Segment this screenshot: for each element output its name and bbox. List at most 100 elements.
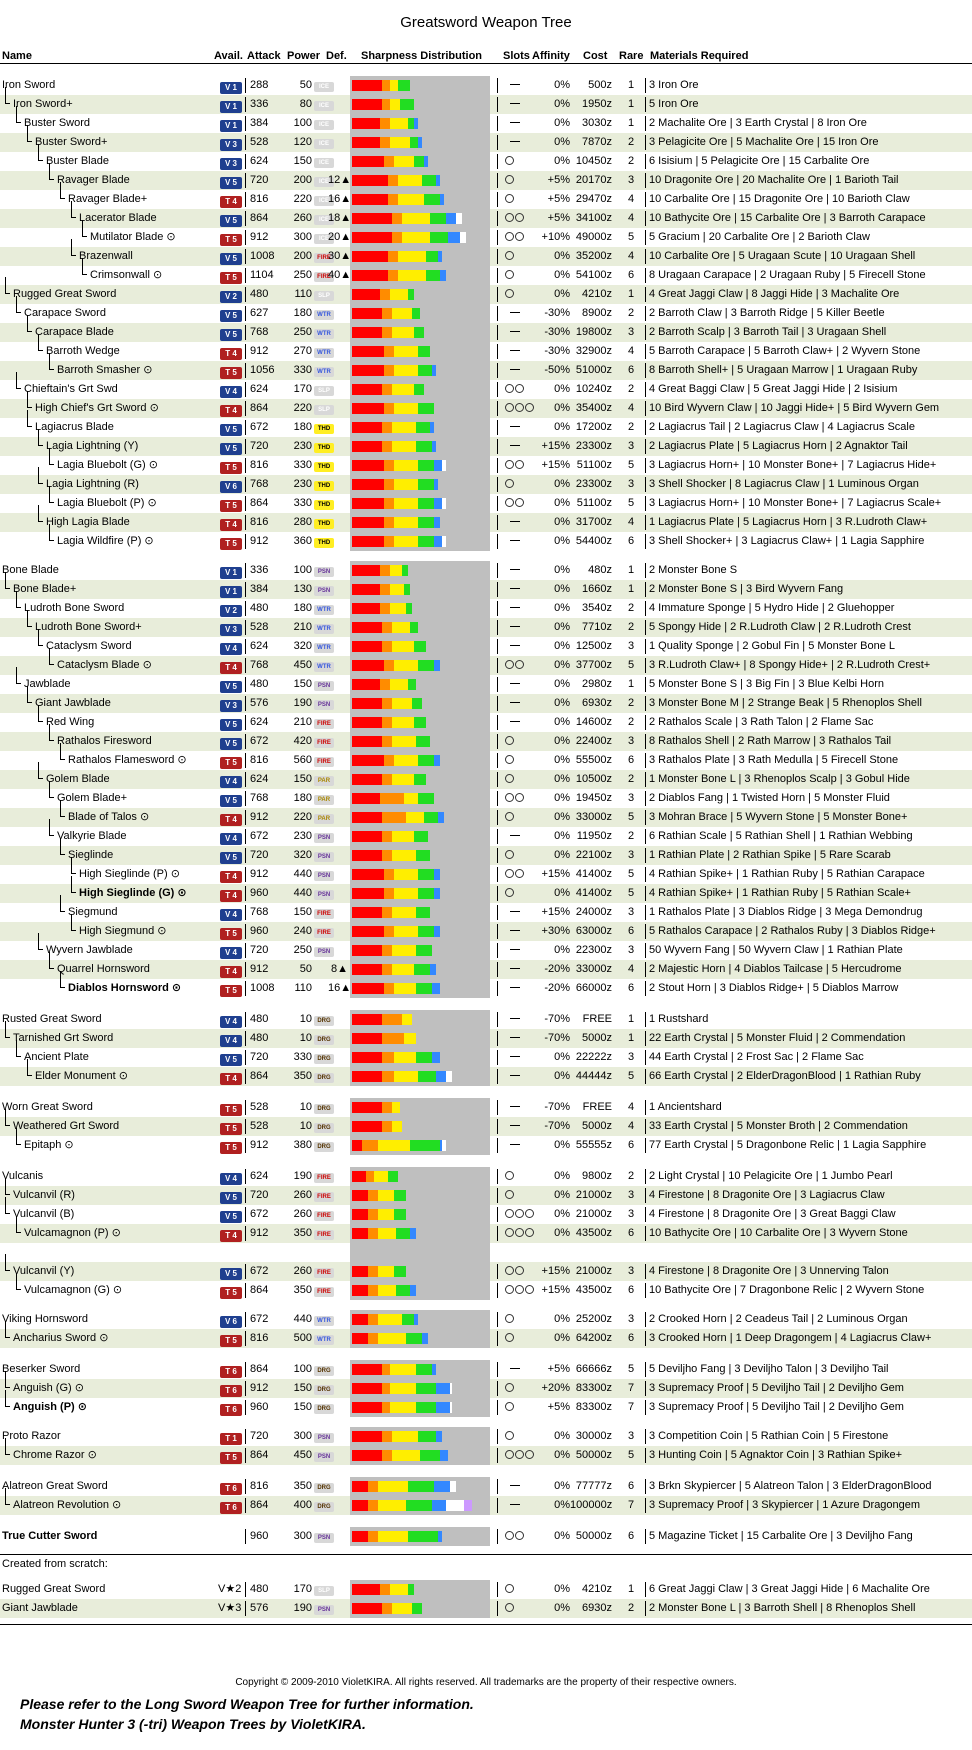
- slot-icon: [505, 232, 514, 241]
- column-divider: [497, 981, 498, 996]
- element-label: FIRE: [314, 1268, 334, 1278]
- availability-box: V 4: [220, 1035, 242, 1047]
- element-label: FIRE: [314, 757, 334, 767]
- availability-box: V 4: [220, 1173, 242, 1185]
- cost-value: 33000z: [575, 963, 612, 975]
- defense-value: [328, 713, 348, 732]
- column-divider: [245, 1138, 246, 1153]
- attack-value: 768: [250, 792, 269, 804]
- column-divider: [497, 810, 498, 825]
- cost-value: 22300z: [575, 944, 612, 956]
- materials-required: 3 Mohran Brace | 5 Wyvern Stone | 5 Mons…: [649, 811, 908, 823]
- rarity-value: 6: [628, 754, 635, 766]
- defense-value: [328, 1496, 348, 1515]
- attack-value: 864: [250, 1499, 269, 1511]
- column-divider: [497, 1031, 498, 1046]
- availability-box: V 3: [220, 158, 242, 170]
- column-divider: [245, 1362, 246, 1377]
- rarity-value: 5: [628, 659, 635, 671]
- column-divider: [245, 677, 246, 692]
- power-value: 270: [293, 345, 312, 357]
- sharpness-red: [352, 308, 382, 319]
- element-icon: DRG: [314, 1067, 334, 1086]
- sharpness-bar: [352, 1603, 488, 1614]
- materials-required: 3 Iron Ore: [649, 79, 699, 91]
- attack-value: 912: [250, 868, 269, 880]
- no-slot-dash: [510, 1143, 520, 1145]
- slot-icon: [515, 793, 524, 802]
- power-value: 150: [293, 773, 312, 785]
- cost-value: 35400z: [575, 402, 612, 414]
- availability-box: V 2: [220, 605, 242, 617]
- power-value: 360: [293, 535, 312, 547]
- rarity-value: 5: [628, 1363, 635, 1375]
- defense-value: [328, 808, 348, 827]
- no-slot-dash: [510, 1055, 520, 1057]
- table-row: Viking Hornsword V 6 672 440 WTR 0% 25200z 3 2 C…: [0, 1310, 972, 1329]
- sharpness-bar: [352, 422, 488, 433]
- weapon-name: Rathalos Flamesword ⊙: [68, 754, 187, 766]
- sharpness-green: [402, 565, 408, 576]
- defense-value: [328, 399, 348, 418]
- weapon-name: Vulcanvil (R): [13, 1189, 75, 1201]
- slot-icon: [505, 1333, 514, 1342]
- power-value: 450: [293, 1449, 312, 1461]
- affinity-value: 0%: [554, 1499, 570, 1511]
- sharpness-blue: [440, 1450, 448, 1461]
- rarity-value: 1: [628, 98, 635, 110]
- sharpness-blue: [436, 1383, 450, 1394]
- affinity-value: 0%: [554, 640, 570, 652]
- slots-indicator: [505, 1599, 515, 1618]
- no-slot-dash: [510, 1484, 520, 1486]
- sharpness-bar: [352, 1450, 488, 1461]
- column-divider: [497, 848, 498, 863]
- slot-icon: [525, 1209, 534, 1218]
- materials-required: 3 Pelagicite Ore | 5 Machalite Ore | 15 …: [649, 136, 879, 148]
- column-divider: [245, 1119, 246, 1134]
- availability-badge: T 1: [220, 1427, 242, 1446]
- column-divider: [245, 848, 246, 863]
- defense-value: [328, 618, 348, 637]
- sharpness-orange: [388, 175, 398, 186]
- sharpness-bar: [352, 308, 488, 319]
- sharpness-blue: [448, 232, 460, 243]
- availability-badge: T 4: [220, 399, 242, 418]
- element-label: FIRE: [314, 1230, 334, 1240]
- column-divider: [245, 601, 246, 616]
- column-divider: [645, 1050, 646, 1065]
- cost-value: 37700z: [575, 659, 612, 671]
- availability-box: V 3: [220, 139, 242, 151]
- column-divider: [245, 1498, 246, 1513]
- power-value: 280: [293, 516, 312, 528]
- rarity-value: 3: [628, 1189, 635, 1201]
- power-value: 500: [293, 1332, 312, 1344]
- tree-connector: [71, 239, 76, 256]
- materials-required: 3 Supremacy Proof | 3 Skypiercer | 1 Azu…: [649, 1499, 921, 1511]
- availability-badge: T 5: [220, 266, 242, 285]
- sharpness-bar: [352, 156, 488, 167]
- table-row: Giant Jawblade V 3 576 190 PSN 0% 6930z 2 3 Mons…: [0, 686, 972, 713]
- power-value: 440: [293, 868, 312, 880]
- affinity-value: +5%: [547, 1363, 570, 1375]
- weapon-name: Diablos Hornsword ⊙: [68, 982, 182, 994]
- column-divider: [497, 677, 498, 692]
- table-row: Buster Blade V 3 624 150 ICE 0% 10450z 2 6 Isisi…: [0, 144, 972, 171]
- sharpness-bar: [352, 384, 488, 395]
- cost-value: 55500z: [575, 754, 612, 766]
- sharpness-orange: [384, 536, 394, 547]
- sharpness-blue: [436, 1402, 450, 1413]
- sharpness-bar: [352, 118, 488, 129]
- element-icon: FIRE: [314, 1224, 334, 1243]
- slot-icon: [505, 270, 514, 279]
- element-label: THD: [314, 500, 334, 510]
- element-label: ICE: [314, 196, 334, 206]
- sharpness-blue: [410, 1228, 416, 1239]
- table-row: Lagia Lightning (R) V 6 768 230 THD 0% 23300z 3…: [0, 467, 972, 494]
- column-divider: [245, 477, 246, 492]
- rarity-value: 7: [628, 1382, 635, 1394]
- sharpness-green: [424, 194, 440, 205]
- table-row: Chrome Razor ⊙ T 5 864 450 PSN 0% 50000z 5 3 Hun…: [0, 1438, 972, 1465]
- column-divider: [645, 753, 646, 768]
- materials-required: 22 Earth Crystal | 5 Monster Fluid | 2 C…: [649, 1032, 906, 1044]
- sharpness-orange: [368, 1209, 378, 1220]
